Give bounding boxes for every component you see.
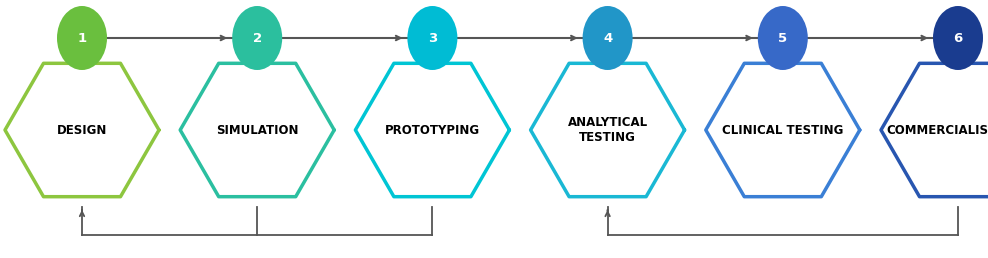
Text: COMMERCIALISATION: COMMERCIALISATION — [886, 124, 988, 136]
Text: 1: 1 — [77, 31, 87, 44]
Text: 6: 6 — [953, 31, 962, 44]
Ellipse shape — [57, 6, 107, 70]
Text: CLINICAL TESTING: CLINICAL TESTING — [722, 124, 844, 136]
Text: ANALYTICAL
TESTING: ANALYTICAL TESTING — [567, 116, 648, 144]
Ellipse shape — [583, 6, 632, 70]
Text: 4: 4 — [603, 31, 613, 44]
Text: PROTOTYPING: PROTOTYPING — [385, 124, 480, 136]
Ellipse shape — [232, 6, 283, 70]
Text: 3: 3 — [428, 31, 437, 44]
Text: SIMULATION: SIMULATION — [216, 124, 298, 136]
Text: 5: 5 — [779, 31, 787, 44]
Text: DESIGN: DESIGN — [57, 124, 107, 136]
Ellipse shape — [933, 6, 983, 70]
Ellipse shape — [407, 6, 457, 70]
Text: 2: 2 — [253, 31, 262, 44]
Ellipse shape — [758, 6, 808, 70]
